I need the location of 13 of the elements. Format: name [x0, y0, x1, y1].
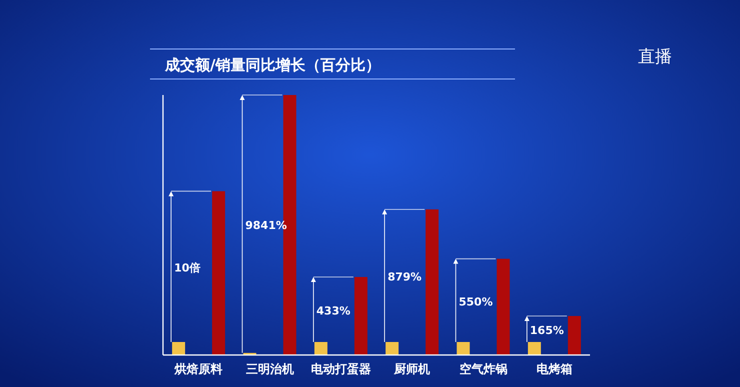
x-tick-label: 空气炸锅	[459, 362, 508, 376]
text: 直播	[638, 47, 672, 67]
x-tick-label: 厨师机	[393, 362, 430, 376]
x-tick-label: 电动打蛋器	[310, 362, 371, 376]
x-tick-label: 三明治机	[246, 362, 294, 376]
annotation: 550%	[458, 295, 493, 308]
chart-title: 成交额/销量同比增长（百分比）	[164, 56, 380, 74]
x-tick-label: 烘焙原料	[174, 362, 223, 376]
annotation: 165%	[530, 324, 564, 337]
annotation: 433%	[316, 304, 350, 318]
annotation: 879%	[388, 270, 422, 284]
x-tick-label: 电烤箱	[536, 362, 572, 376]
annotation: 10倍	[174, 262, 200, 275]
